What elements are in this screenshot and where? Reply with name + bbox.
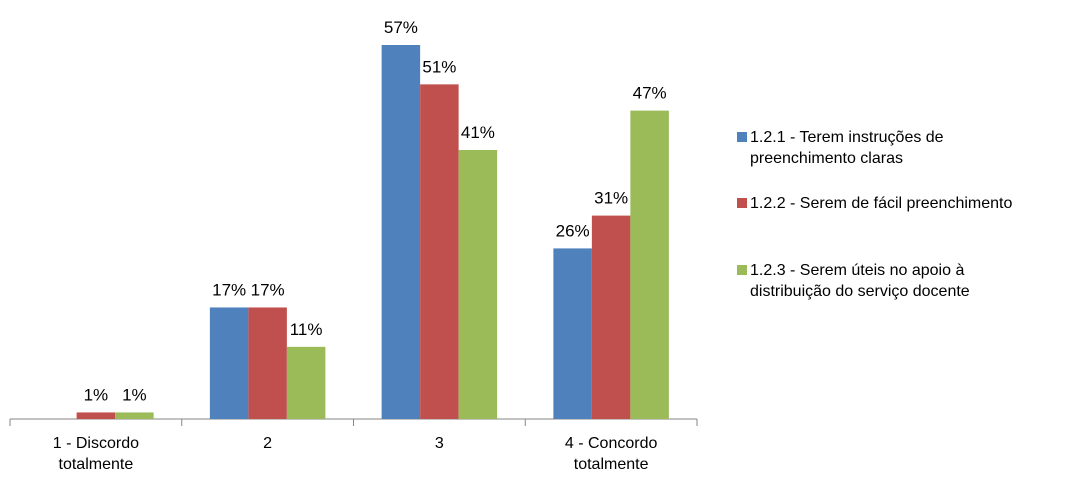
bar (209, 307, 249, 419)
x-tick-label: 2 (263, 435, 273, 452)
bar (553, 248, 592, 419)
bar (591, 215, 631, 419)
data-label: 1% (84, 385, 109, 404)
data-label: 11% (290, 320, 323, 339)
data-label: 47% (633, 84, 667, 103)
bar (381, 45, 421, 419)
x-tick-label: 3 (434, 435, 444, 452)
legend-label: 1.2.1 - Terem instruções de preenchiment… (750, 129, 944, 167)
data-label: 31% (594, 189, 628, 208)
bar (420, 84, 459, 420)
bar (115, 412, 154, 419)
legend-label: 1.2.2 - Serem de fácil preenchimento (750, 195, 1013, 212)
legend-swatch (737, 198, 747, 208)
data-label: 57% (384, 18, 418, 37)
legend-swatch (737, 265, 747, 275)
bar (286, 346, 326, 419)
bar (248, 307, 287, 419)
bar (630, 110, 669, 419)
data-label: 1% (122, 385, 147, 404)
data-label: 41% (461, 123, 495, 142)
legend-swatch (737, 132, 747, 142)
data-label: 26% (556, 221, 590, 240)
data-label: 51% (422, 57, 456, 76)
x-tick-label: 1 - Discordo totalmente (52, 435, 139, 473)
legend-label: 1.2.3 - Serem úteis no apoio à distribui… (750, 262, 970, 300)
data-label: 17% (251, 280, 285, 299)
bar (76, 412, 116, 419)
data-label: 17% (212, 280, 246, 299)
bar (458, 149, 498, 419)
x-tick-label: 4 - Concordo totalmente (564, 435, 658, 473)
